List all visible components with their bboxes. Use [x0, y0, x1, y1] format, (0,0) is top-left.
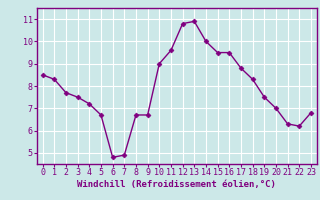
X-axis label: Windchill (Refroidissement éolien,°C): Windchill (Refroidissement éolien,°C): [77, 180, 276, 189]
